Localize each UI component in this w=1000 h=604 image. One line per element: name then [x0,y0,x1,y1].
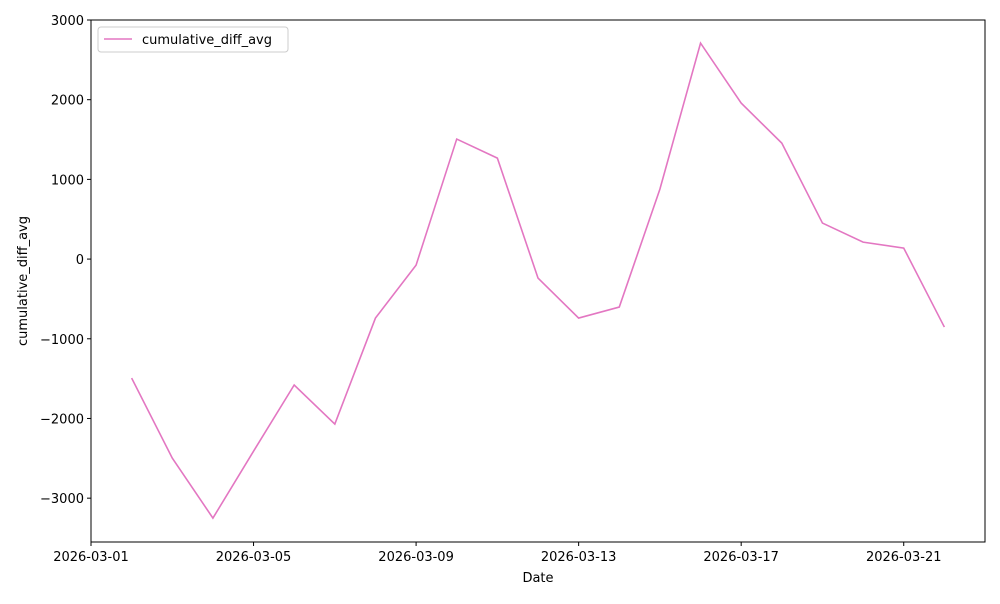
x-tick-label: 2026-03-21 [866,550,942,565]
x-tick-label: 2026-03-09 [378,550,454,565]
x-tick-label: 2026-03-05 [216,550,292,565]
y-tick-label: 1000 [51,173,84,188]
axis-ticks: 2026-03-01 2026-03-05 2026-03-09 2026-03-13… [40,14,941,565]
legend-label: cumulative_diff_avg [142,33,272,48]
series-line-cumulative-diff-avg [130,41,946,520]
y-tick-label: 0 [76,253,84,268]
y-tick-label: 3000 [51,14,84,29]
legend: cumulative_diff_avg [97,26,289,53]
x-axis-label: Date [522,571,553,586]
plot-frame [90,19,986,543]
y-tick-label: 2000 [51,94,84,109]
x-tick-label: 2026-03-17 [703,550,779,565]
x-tick-label: 2026-03-01 [53,550,129,565]
y-tick-label: −1000 [40,333,84,348]
x-tick-label: 2026-03-13 [541,550,617,565]
y-tick-label: −2000 [40,412,84,427]
y-axis-label: cumulative_diff_avg [16,216,31,346]
y-tick-label: −3000 [40,492,84,507]
legend-box [97,26,289,53]
